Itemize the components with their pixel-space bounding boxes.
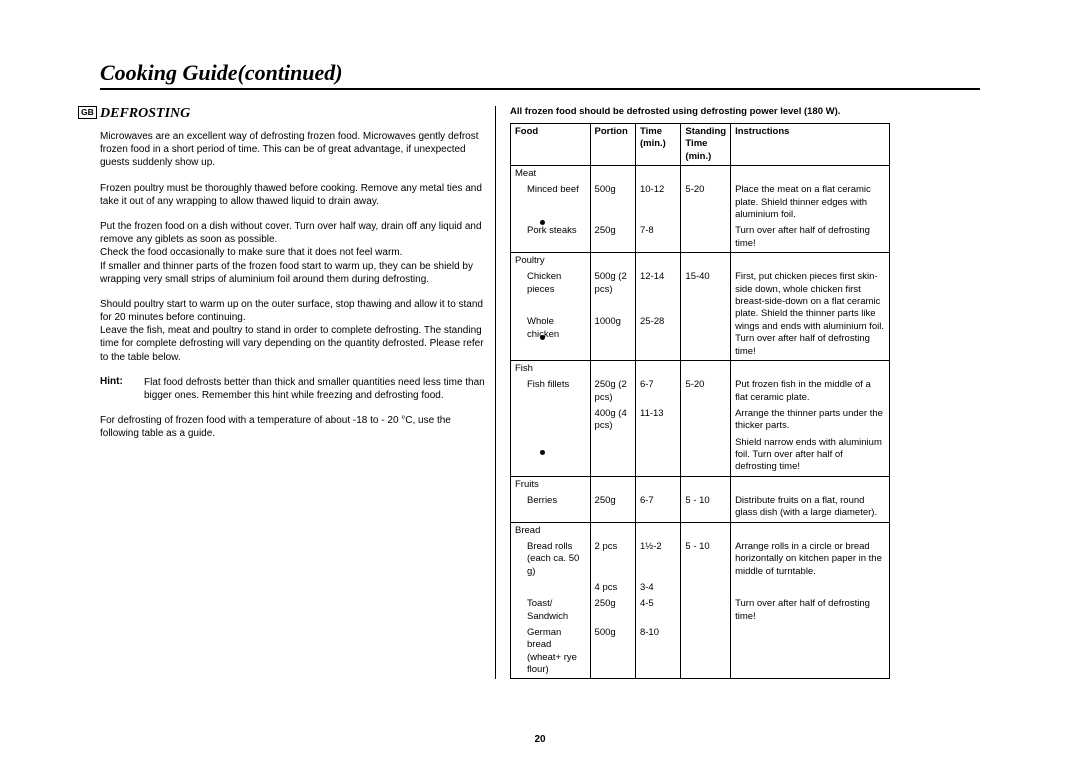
left-column: GB DEFROSTING Microwaves are an excellen… <box>100 106 495 679</box>
content-columns: GB DEFROSTING Microwaves are an excellen… <box>100 106 980 679</box>
para-8: For defrosting of frozen food with a tem… <box>100 414 485 440</box>
table-row: Berries250g6-75 - 10Distribute fruits on… <box>511 493 890 522</box>
cat-fish: Fish <box>511 360 591 377</box>
para-5: If smaller and thinner parts of the froz… <box>100 260 485 286</box>
table-row: Chicken pieces500g (2 pcs)12-1415-40Firs… <box>511 269 890 314</box>
table-row: German bread (wheat+ rye flour)500g8-10 <box>511 625 890 679</box>
page-heading: Cooking Guide(continued) <box>100 60 980 90</box>
document-page: Cooking Guide(continued) GB DEFROSTING M… <box>0 0 1080 763</box>
table-row: Minced beef500g10-125-20Place the meat o… <box>511 182 890 223</box>
para-1: Microwaves are an excellent way of defro… <box>100 130 485 170</box>
th-time: Time (min.) <box>635 124 680 166</box>
para-2: Frozen poultry must be thoroughly thawed… <box>100 182 485 208</box>
table-row: Pork steaks250g7-8Turn over after half o… <box>511 223 890 252</box>
th-instructions: Instructions <box>731 124 890 166</box>
defrost-table: Food Portion Time (min.) Standing Time (… <box>510 123 890 679</box>
table-row: Fruits <box>511 476 890 493</box>
table-row: Bread <box>511 522 890 539</box>
table-title: All frozen food should be defrosted usin… <box>510 106 890 117</box>
table-row: Fish <box>511 360 890 377</box>
para-6: Should poultry start to warm up on the o… <box>100 298 485 324</box>
hint-label: Hint: <box>100 376 144 402</box>
hint-text: Flat food defrosts better than thick and… <box>144 376 485 402</box>
table-row: Shield narrow ends with aluminium foil. … <box>511 435 890 477</box>
page-number: 20 <box>0 734 1080 745</box>
right-column: All frozen food should be defrosted usin… <box>495 106 890 679</box>
table-row: Fish fillets250g (2 pcs)6-75-20Put froze… <box>511 377 890 406</box>
th-standing: Standing Time (min.) <box>681 124 731 166</box>
cat-meat: Meat <box>511 166 591 183</box>
para-7: Leave the fish, meat and poultry to stan… <box>100 324 485 364</box>
th-food: Food <box>511 124 591 166</box>
section-subheading: DEFROSTING <box>100 106 485 122</box>
cat-poultry: Poultry <box>511 253 591 270</box>
th-portion: Portion <box>590 124 635 166</box>
hint-block: Hint: Flat food defrosts better than thi… <box>100 376 485 402</box>
region-code-badge: GB <box>78 106 97 119</box>
table-row: 400g (4 pcs)11-13Arrange the thinner par… <box>511 406 890 435</box>
table-row: Poultry <box>511 253 890 270</box>
para-3: Put the frozen food on a dish without co… <box>100 220 485 246</box>
body-text: Microwaves are an excellent way of defro… <box>100 130 485 441</box>
table-row: Bread rolls (each ca. 50 g)2 pcs1½-25 - … <box>511 539 890 580</box>
para-4: Check the food occasionally to make sure… <box>100 246 485 259</box>
table-header-row: Food Portion Time (min.) Standing Time (… <box>511 124 890 166</box>
cat-bread: Bread <box>511 522 591 539</box>
table-row: Toast/ Sandwich250g4-5Turn over after ha… <box>511 596 890 625</box>
cat-fruits: Fruits <box>511 476 591 493</box>
table-row: Meat <box>511 166 890 183</box>
